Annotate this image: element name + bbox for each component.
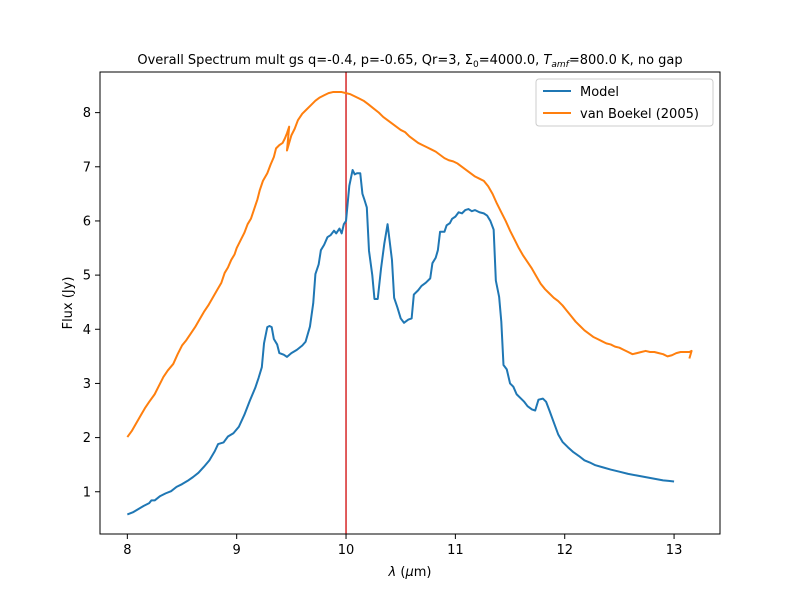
y-tick-label: 6 [83, 214, 91, 229]
x-axis-label: λ (μm) [388, 565, 432, 580]
x-tick-label: 9 [233, 543, 241, 558]
series-line-model [126, 169, 675, 516]
y-tick-label: 4 [83, 323, 91, 338]
y-tick-label: 8 [83, 106, 91, 121]
y-tick-label: 5 [83, 269, 91, 284]
y-axis-ticks: 1 2 3 4 5 6 7 8 [83, 106, 100, 500]
y-tick-label: 1 [83, 485, 91, 500]
legend-label-van-boekel: van Boekel (2005) [580, 107, 699, 122]
x-tick-label: 8 [123, 543, 131, 558]
x-tick-label: 12 [556, 543, 573, 558]
legend-box [535, 78, 714, 127]
axes-frame [99, 71, 721, 535]
series-line-van-boekel [126, 91, 693, 438]
x-tick-label: 13 [666, 543, 683, 558]
legend-label-model: Model [580, 85, 619, 100]
x-tick-label: 11 [447, 543, 464, 558]
y-tick-label: 2 [83, 431, 91, 446]
chart-title: Overall Spectrum mult gs q=-0.4, p=-0.65… [137, 53, 682, 70]
series-layer [126, 91, 693, 516]
legend: Model van Boekel (2005) [535, 78, 714, 127]
plot-area [99, 71, 721, 535]
x-axis-ticks: 8 9 10 11 12 13 [123, 534, 682, 558]
x-tick-label: 10 [338, 543, 355, 558]
y-tick-label: 3 [83, 377, 91, 392]
y-axis-label: Flux (Jy) [61, 277, 76, 330]
y-tick-label: 7 [83, 160, 91, 175]
